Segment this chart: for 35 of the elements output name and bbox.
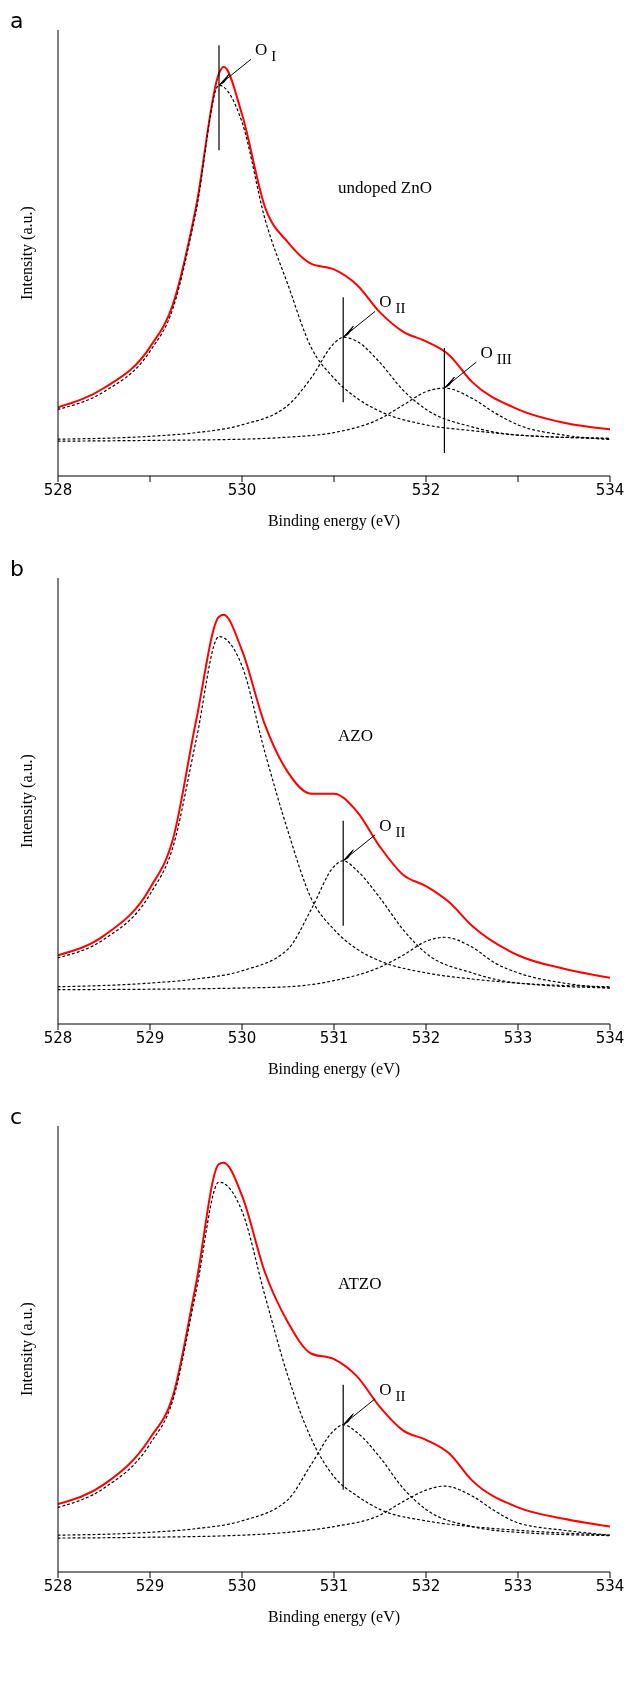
- annotation: O$_{II}$: [379, 292, 406, 317]
- chart-title: a: [10, 8, 24, 33]
- y-axis-title: Intensity (a.u.): [17, 754, 36, 848]
- x-axis-title: Binding energy (eV): [267, 1608, 401, 1626]
- chart-title: c: [10, 1104, 23, 1129]
- x-tick-label: 532: [411, 1576, 441, 1595]
- x-tick-label: 529: [135, 1576, 165, 1595]
- chart-title: b: [10, 556, 24, 581]
- x-tick-label: 533: [503, 1028, 533, 1047]
- annotation: ATZO: [338, 1274, 382, 1294]
- annotation: O$_{III}$: [480, 343, 512, 368]
- y-axis-title: Intensity (a.u.): [17, 206, 36, 300]
- x-tick-label: 532: [411, 1028, 441, 1047]
- x-tick-label: 530: [227, 1028, 257, 1047]
- x-tick-label: 531: [319, 1576, 349, 1595]
- x-tick-label: 530: [227, 1576, 257, 1595]
- x-axis-title: Binding energy (eV): [267, 512, 401, 530]
- x-tick-label: 528: [43, 480, 73, 499]
- x-tick-label: 528: [43, 1028, 73, 1047]
- x-tick-label: 532: [411, 480, 441, 499]
- annotation: O$_{I}$: [255, 40, 277, 65]
- x-tick-label: 534: [595, 1028, 625, 1047]
- x-tick-label: 528: [43, 1576, 73, 1595]
- x-tick-label: 529: [135, 1028, 165, 1047]
- x-tick-label: 531: [319, 1028, 349, 1047]
- x-tick-label: 530: [227, 480, 257, 499]
- x-axis-title: Binding energy (eV): [267, 1060, 401, 1078]
- annotation: O$_{II}$: [379, 1379, 406, 1404]
- annotation: undoped ZnO: [338, 178, 432, 198]
- annotation: O$_{II}$: [379, 815, 406, 840]
- annotation: AZO: [338, 726, 373, 746]
- x-tick-label: 534: [595, 480, 625, 499]
- x-tick-label: 533: [503, 1576, 533, 1595]
- y-axis-title: Intensity (a.u.): [17, 1302, 36, 1396]
- x-tick-label: 534: [595, 1576, 625, 1595]
